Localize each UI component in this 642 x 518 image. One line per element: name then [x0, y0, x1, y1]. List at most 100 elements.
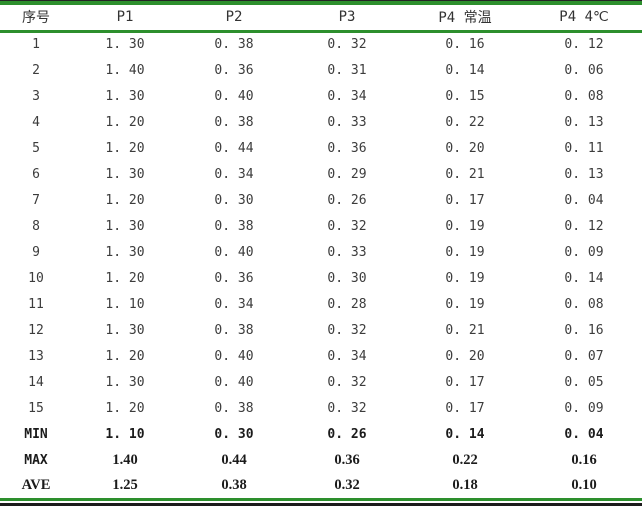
row-label-cell: 11 [28, 296, 44, 312]
row-label-cell: 4 [32, 114, 40, 130]
value-cell: 0. 15 [445, 88, 485, 104]
value-cell: 1. 30 [105, 322, 145, 338]
value-cell: 0. 19 [445, 218, 485, 234]
value-cell: 0. 17 [445, 192, 485, 208]
value-cell: 1. 30 [105, 88, 145, 104]
row-label-cell: 1 [32, 37, 40, 53]
value-cell: 1. 20 [105, 400, 145, 416]
value-cell: 0. 19 [445, 270, 485, 286]
value-cell: 0. 30 [214, 192, 254, 208]
table-body: 1 1. 30 0. 38 0. 32 0. 16 0. 12 2 1. 40 0. 36 0. … [0, 31, 642, 499]
row-label-cell: 13 [28, 348, 44, 364]
value-cell: 0. 36 [214, 270, 254, 286]
value-cell: 0. 14 [445, 62, 485, 78]
table-row: 13 1. 20 0. 40 0. 34 0. 20 0. 07 [0, 343, 642, 369]
value-cell: 0. 19 [445, 296, 485, 312]
value-cell: 0. 30 [214, 426, 254, 442]
column-header-index: 序号 [22, 10, 50, 27]
table-row: MAX 1.40 0.44 0.36 0.22 0.16 [0, 447, 642, 473]
value-cell: 0. 13 [564, 114, 604, 130]
value-cell: 0. 09 [564, 400, 604, 416]
row-label-cell: 2 [32, 62, 40, 78]
value-cell: 0. 04 [564, 426, 604, 442]
value-cell: 1.40 [112, 451, 138, 468]
value-cell: 0.36 [334, 451, 360, 468]
value-cell: 0. 34 [327, 348, 367, 364]
value-cell: 0. 22 [445, 114, 485, 130]
table-row: 8 1. 30 0. 38 0. 32 0. 19 0. 12 [0, 213, 642, 239]
row-label-cell: 12 [28, 322, 44, 338]
value-cell: 0.18 [452, 476, 478, 493]
value-cell: 0. 40 [214, 244, 254, 260]
value-cell: 1. 20 [105, 114, 145, 130]
row-label-cell: 6 [32, 166, 40, 182]
value-cell: 0. 19 [445, 244, 485, 260]
row-label-cell: MIN [24, 426, 48, 442]
value-cell: 0.22 [452, 451, 478, 468]
value-cell: 0. 16 [564, 322, 604, 338]
value-cell: 1. 40 [105, 62, 145, 78]
value-cell: 0. 13 [564, 166, 604, 182]
value-cell: 1. 10 [105, 426, 145, 442]
value-cell: 0. 32 [327, 374, 367, 390]
value-cell: 0. 12 [564, 218, 604, 234]
value-cell: 0. 33 [327, 114, 367, 130]
value-cell: 0. 29 [327, 166, 367, 182]
value-cell: 0. 34 [327, 88, 367, 104]
table-row: 15 1. 20 0. 38 0. 32 0. 17 0. 09 [0, 395, 642, 421]
column-header-p2: P2 [225, 9, 243, 26]
table-row: 7 1. 20 0. 30 0. 26 0. 17 0. 04 [0, 187, 642, 213]
value-cell: 1. 30 [105, 218, 145, 234]
value-cell: 0. 38 [214, 400, 254, 416]
value-cell: 0. 36 [214, 62, 254, 78]
row-label-cell: 15 [28, 400, 44, 416]
row-label-cell: 14 [28, 374, 44, 390]
value-cell: 0. 09 [564, 244, 604, 260]
value-cell: 0. 40 [214, 374, 254, 390]
value-cell: 0. 31 [327, 62, 367, 78]
value-cell: 1. 20 [105, 270, 145, 286]
value-cell: 0. 08 [564, 296, 604, 312]
row-label-cell: 5 [32, 140, 40, 156]
table-header: 序号 P1 P2 P3 P4 常温 P4 4℃ [0, 5, 642, 31]
value-cell: 0. 38 [214, 218, 254, 234]
table-row: 6 1. 30 0. 34 0. 29 0. 21 0. 13 [0, 161, 642, 187]
table-row: 2 1. 40 0. 36 0. 31 0. 14 0. 06 [0, 57, 642, 83]
value-cell: 0. 40 [214, 348, 254, 364]
table-row: 9 1. 30 0. 40 0. 33 0. 19 0. 09 [0, 239, 642, 265]
header-row: 序号 P1 P2 P3 P4 常温 P4 4℃ [0, 5, 642, 31]
value-cell: 0. 38 [214, 322, 254, 338]
column-header-p4-4c: P4 4℃ [559, 9, 609, 26]
value-cell: 0. 34 [214, 166, 254, 182]
bottom-black-rule [0, 502, 642, 506]
table-row: 12 1. 30 0. 38 0. 32 0. 21 0. 16 [0, 317, 642, 343]
value-cell: 0. 28 [327, 296, 367, 312]
value-cell: 0. 20 [445, 140, 485, 156]
value-cell: 0. 32 [327, 218, 367, 234]
row-label-cell: MAX [24, 452, 48, 468]
value-cell: 1. 10 [105, 296, 145, 312]
value-cell: 1. 30 [105, 374, 145, 390]
value-cell: 0. 34 [214, 296, 254, 312]
table-row: 10 1. 20 0. 36 0. 30 0. 19 0. 14 [0, 265, 642, 291]
table-row: 5 1. 20 0. 44 0. 36 0. 20 0. 11 [0, 135, 642, 161]
value-cell: 1. 30 [105, 37, 145, 53]
value-cell: 0. 17 [445, 374, 485, 390]
value-cell: 0.10 [571, 476, 597, 493]
value-cell: 0. 14 [564, 270, 604, 286]
value-cell: 0. 12 [564, 37, 604, 53]
value-cell: 0.38 [221, 476, 247, 493]
column-header-p3: P3 [338, 9, 356, 26]
top-green-rule [0, 0, 642, 5]
value-cell: 0. 21 [445, 322, 485, 338]
table-row: 11 1. 10 0. 34 0. 28 0. 19 0. 08 [0, 291, 642, 317]
value-cell: 0. 04 [564, 192, 604, 208]
value-cell: 0. 33 [327, 244, 367, 260]
table-row: 4 1. 20 0. 38 0. 33 0. 22 0. 13 [0, 109, 642, 135]
value-cell: 0. 05 [564, 374, 604, 390]
value-cell: 0. 17 [445, 400, 485, 416]
value-cell: 0.32 [334, 476, 360, 493]
value-cell: 0. 26 [327, 426, 367, 442]
table-row: AVE 1.25 0.38 0.32 0.18 0.10 [0, 473, 642, 499]
